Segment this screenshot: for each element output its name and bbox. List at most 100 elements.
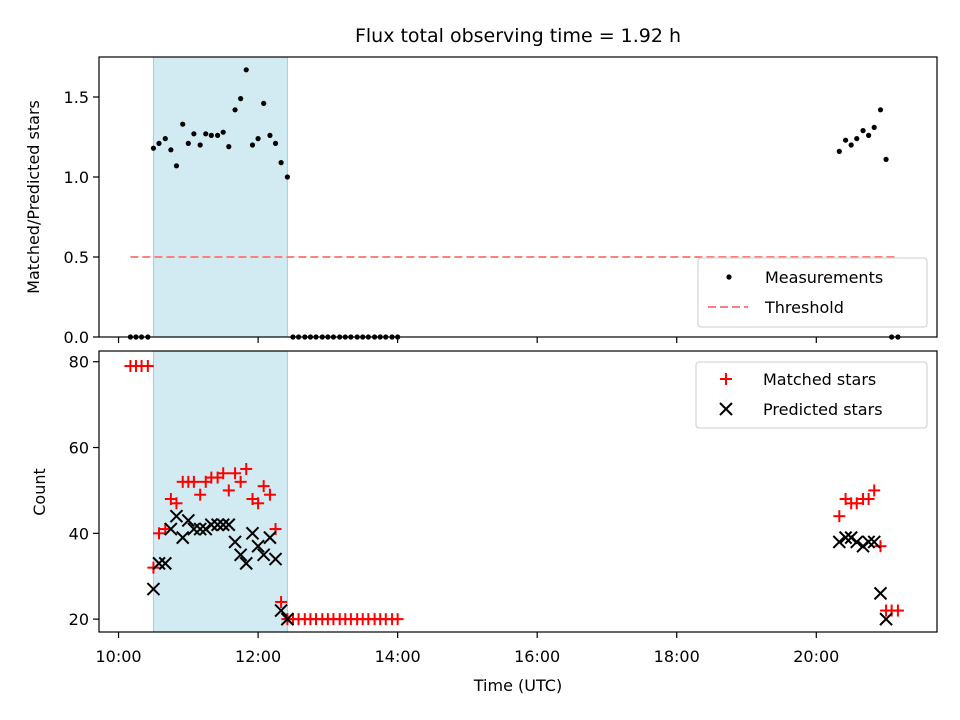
counts-legend-frame <box>695 361 928 429</box>
measurement-point <box>208 132 214 138</box>
predicted-star-point <box>146 582 161 596</box>
matched-star-point <box>187 475 200 488</box>
measurements-legend-label: Measurements <box>765 268 883 287</box>
measurement-point <box>243 67 249 73</box>
predicted-star-point <box>216 518 230 532</box>
predicted-star-point <box>251 539 265 553</box>
ratio-legend: Measurements Threshold <box>697 257 928 328</box>
predicted-star-point <box>245 526 260 541</box>
y-tick-label: 0.0 <box>64 328 89 347</box>
chart-title: Flux total observing time = 1.92 h <box>355 25 681 47</box>
counts-legend: Matched stars Predicted stars <box>695 361 928 429</box>
ratio-x-axis <box>117 337 817 343</box>
matched-star-point <box>868 484 881 497</box>
measurement-point <box>191 131 197 137</box>
measurement-point <box>150 145 157 151</box>
predicted-star-point <box>268 552 283 566</box>
ratio-y-axis: 0.0 0.5 1.0 1.5 <box>64 88 99 347</box>
predicted-star-point <box>850 535 864 549</box>
matched-star-point <box>862 493 875 506</box>
predicted-star-stroke <box>176 530 190 545</box>
y-tick-label: 20 <box>69 610 89 629</box>
matched-star-point <box>234 475 247 488</box>
ratio-shaded-region <box>152 56 288 338</box>
measurement-point <box>871 124 877 130</box>
predicted-star-stroke <box>222 518 236 532</box>
predicted-star-stroke <box>181 513 196 528</box>
measurement-point <box>278 160 284 166</box>
counts-y-axis: 20 40 60 80 <box>69 353 99 629</box>
matched-star-point <box>170 497 183 510</box>
predicted-star-point <box>280 612 295 626</box>
predicted-star-point <box>187 522 201 536</box>
matched-star-point <box>257 480 270 493</box>
predicted-star-point <box>204 518 219 532</box>
matched-star-point <box>194 488 207 501</box>
y-tick-label: 60 <box>69 439 89 458</box>
x-tick-label: 18:00 <box>654 647 700 666</box>
matched-star-point <box>391 613 404 626</box>
matched-star-point <box>874 540 887 553</box>
ratio-legend-frame <box>697 257 928 328</box>
x-tick-label: 14:00 <box>375 647 421 666</box>
measurement-point <box>168 147 174 153</box>
matched-star-point <box>159 523 172 536</box>
matched-star-point <box>141 360 154 373</box>
predicted-star-stroke <box>204 518 219 532</box>
predicted-star-point <box>832 535 847 549</box>
predicted-star-point <box>239 556 253 571</box>
predicted-star-point <box>164 522 178 536</box>
predicted-star-stroke <box>187 522 201 536</box>
predicted-star-stroke <box>233 548 248 562</box>
measurement-point <box>232 107 238 113</box>
predicted-star-point <box>256 548 271 562</box>
measurement-point <box>238 96 244 102</box>
predicted-star-point <box>274 603 288 618</box>
predicted-star-stroke <box>879 612 893 626</box>
predicted-legend-label: Predicted stars <box>763 400 883 419</box>
ratio-panel: 0.0 0.5 1.0 1.5 Matched/Predicted stars Mea… <box>24 56 938 347</box>
matched-star-point <box>229 467 242 480</box>
predicted-star-stroke <box>861 535 876 549</box>
measurement-point <box>836 148 842 154</box>
y-tick-label: 80 <box>69 353 89 372</box>
predicted-star-point <box>176 530 190 545</box>
counts-shaded-region <box>152 350 288 633</box>
predicted-star-stroke <box>251 539 265 553</box>
predicted-star-point <box>169 509 184 523</box>
matched-star-point <box>222 484 235 497</box>
x-axis-label: Time (UTC) <box>473 676 562 695</box>
measurement-point <box>226 144 232 150</box>
matched-legend-marker <box>720 373 732 385</box>
predicted-star-stroke <box>274 603 288 618</box>
measurement-point <box>860 128 866 134</box>
predicted-star-stroke <box>158 556 172 571</box>
predicted-star-stroke <box>280 612 295 626</box>
measurement-point <box>162 136 168 142</box>
matched-star-point <box>252 497 265 510</box>
y-tick-label: 40 <box>69 524 89 543</box>
y-tick-label: 1.0 <box>64 168 89 187</box>
matched-star-point <box>240 462 253 475</box>
measurement-point <box>883 156 889 162</box>
matched-star-point <box>275 595 288 608</box>
matched-star-point <box>850 497 863 510</box>
matched-star-point <box>217 467 230 480</box>
predicted-star-point <box>152 556 166 571</box>
measurement-point <box>866 132 872 138</box>
x-tick-label: 16:00 <box>514 647 560 666</box>
measurement-point <box>215 132 221 138</box>
ratio-plot-frame <box>98 56 938 338</box>
counts-marks <box>124 360 904 626</box>
measurement-point <box>173 163 180 169</box>
measurement-point <box>877 107 884 113</box>
measurement-point <box>255 136 261 142</box>
counts-y-axis-label: Count <box>30 468 49 516</box>
threshold-legend-label: Threshold <box>764 298 844 317</box>
matched-legend-label: Matched stars <box>763 370 876 389</box>
measurement-point <box>842 137 849 143</box>
measurement-point <box>156 140 162 146</box>
predicted-star-stroke <box>228 535 242 549</box>
